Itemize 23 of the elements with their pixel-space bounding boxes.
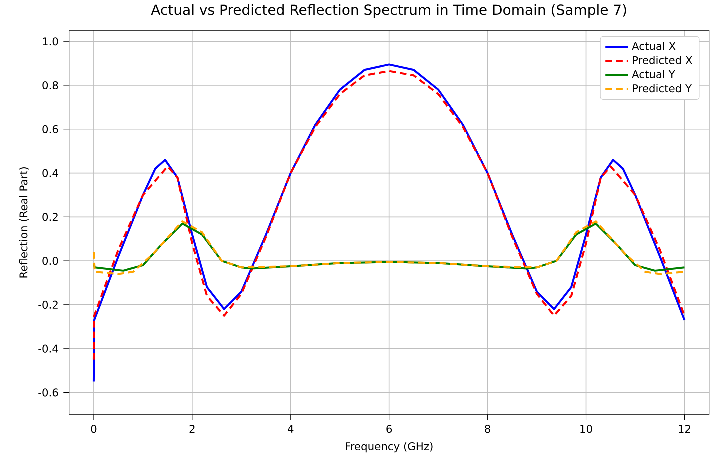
y-tick-label: 0.6 [42, 125, 58, 134]
x-tick-label: 10 [580, 424, 592, 433]
y-tick-label: -0.4 [38, 344, 58, 353]
y-tick-label: 0.8 [42, 81, 58, 90]
y-tick-label: 1.0 [43, 37, 58, 46]
y-axis-title: Reflection (Real Part) [19, 167, 29, 278]
chart-title: Actual vs Predicted Reflection Spectrum in Time Domain (Sample 7) [151, 4, 626, 18]
legend-label: Actual Y [632, 70, 676, 78]
legend-label: Predicted X [633, 56, 692, 64]
legend-label: Actual X [632, 42, 676, 50]
x-tick-label: 8 [485, 424, 490, 433]
x-tick-label: 12 [679, 424, 690, 433]
y-tick-label: 0.4 [42, 169, 58, 178]
y-tick-label: 0.2 [42, 212, 58, 222]
x-tick-label: 6 [386, 424, 392, 433]
x-axis-title: Frequency (GHz) [346, 442, 433, 452]
x-tick-label: 0 [91, 424, 97, 433]
y-tick-label: -0.2 [38, 300, 58, 309]
x-tick-label: 4 [288, 424, 294, 433]
legend-label: Predicted Y [633, 84, 692, 92]
y-tick-label: 0.0 [42, 256, 58, 265]
x-tick-label: 2 [190, 424, 195, 433]
y-tick-label: -0.6 [38, 388, 58, 397]
